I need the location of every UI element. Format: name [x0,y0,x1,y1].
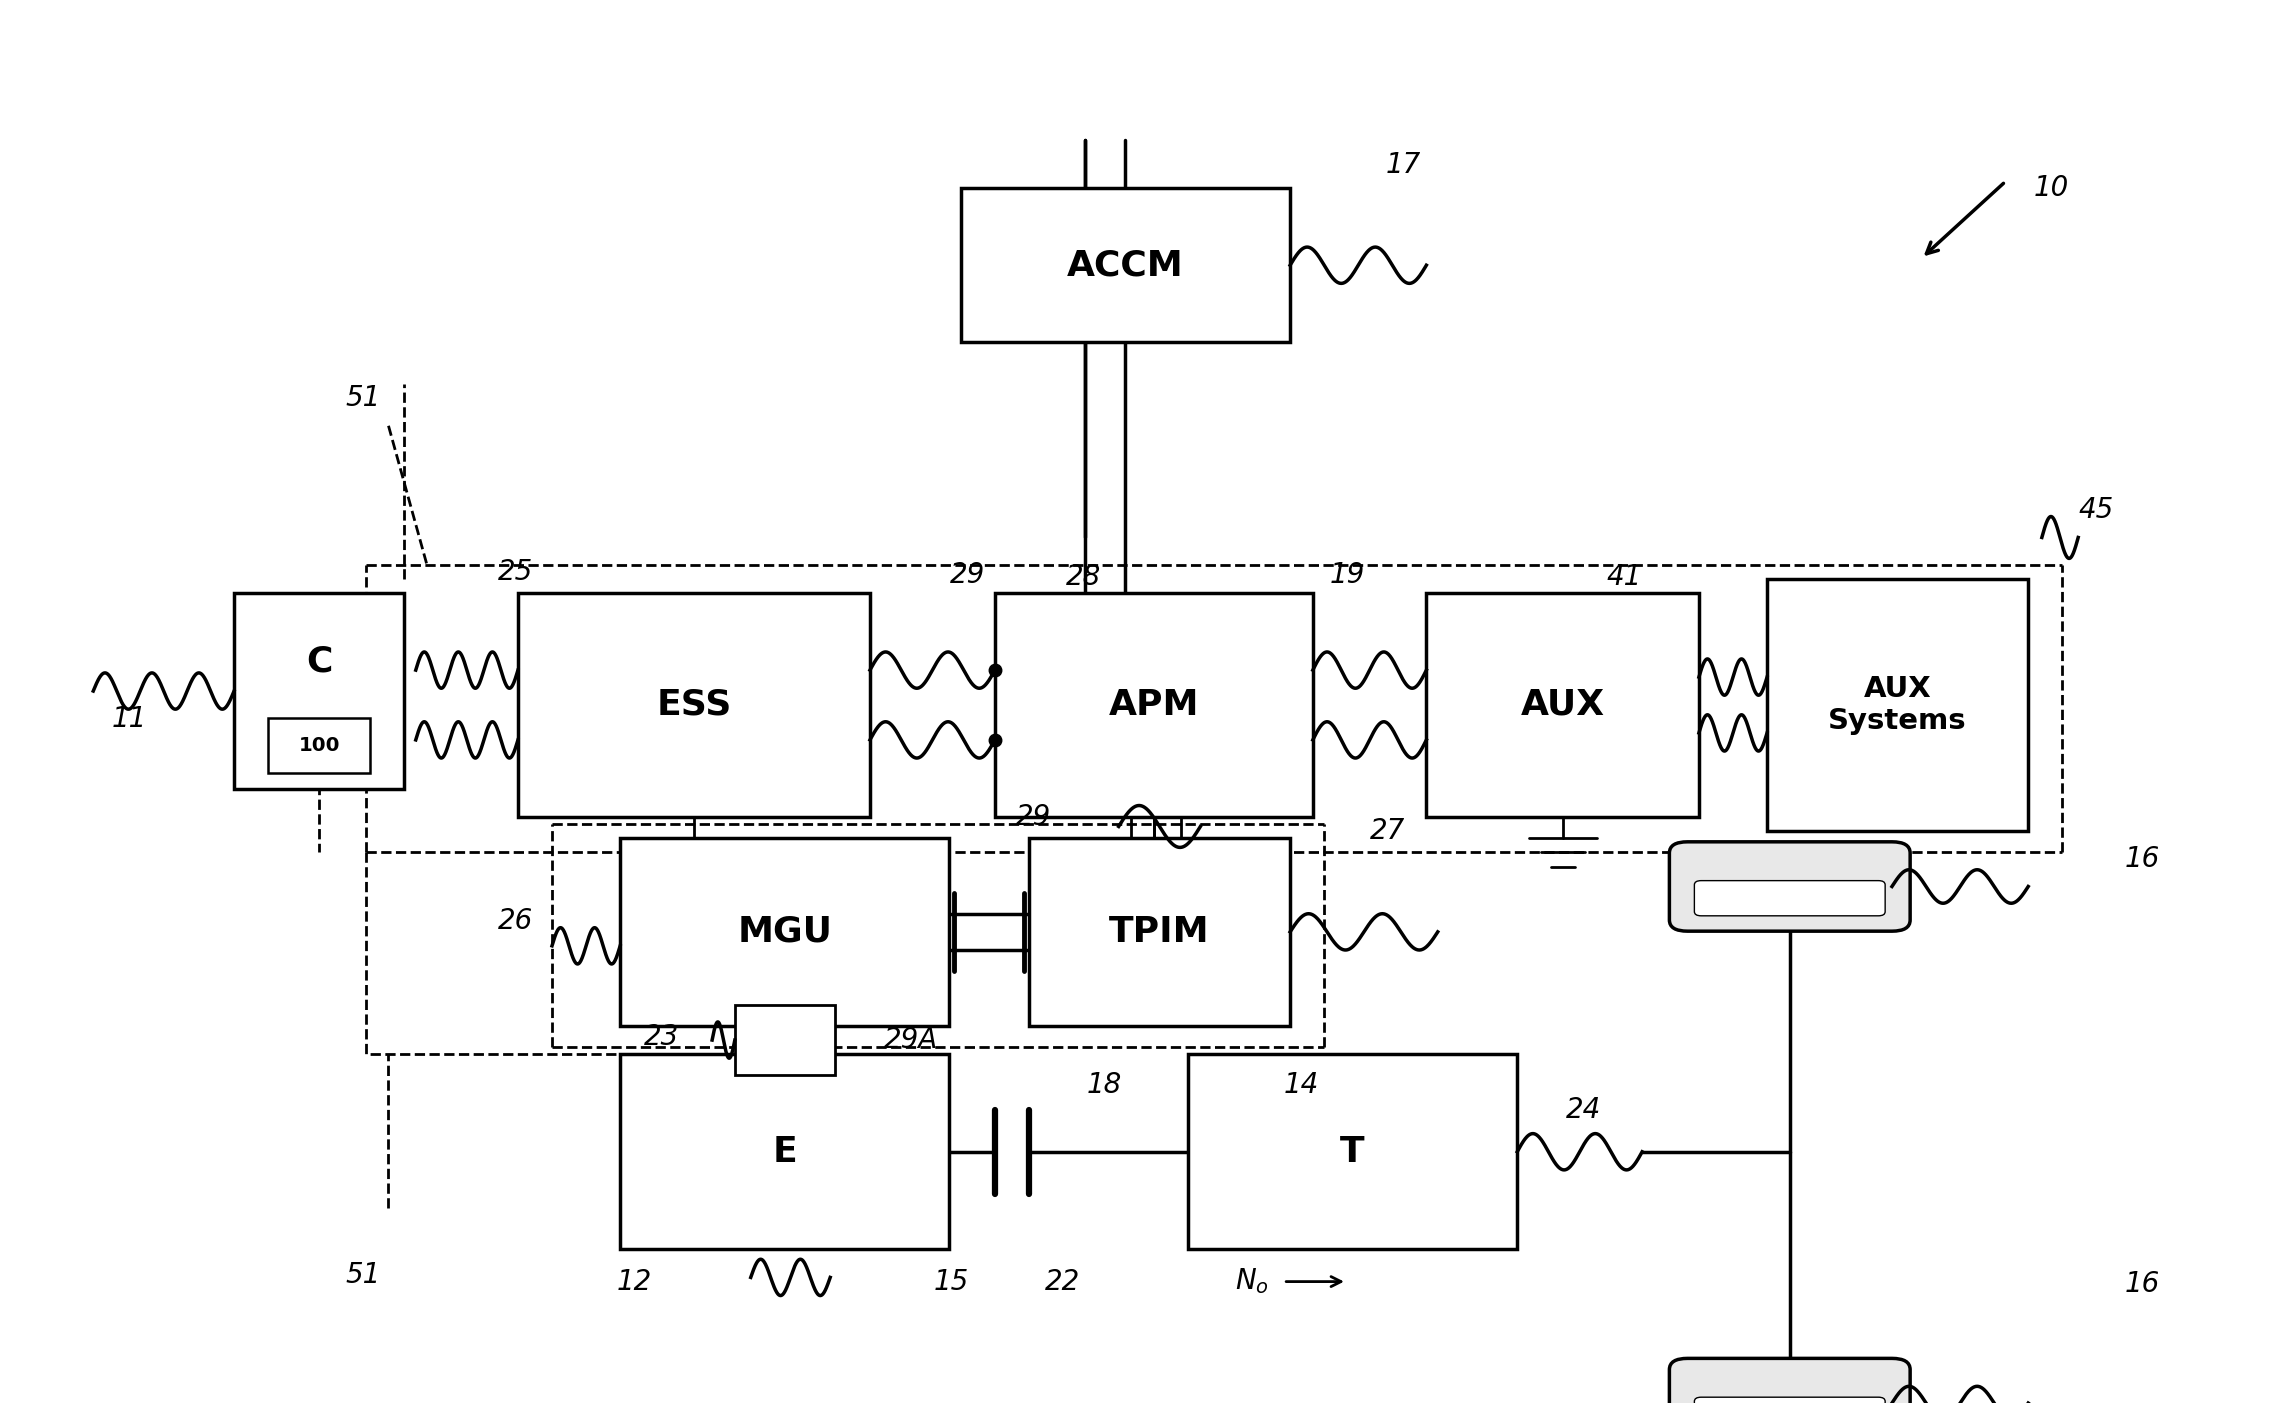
Text: 27: 27 [1371,816,1405,845]
Text: E: E [772,1135,797,1169]
Text: AUX
Systems: AUX Systems [1828,675,1967,735]
Bar [519,594,871,816]
Text: ESS: ESS [656,688,731,722]
Bar [267,719,370,773]
Text: 25: 25 [498,558,532,587]
Text: 14: 14 [1284,1070,1318,1098]
Text: 19: 19 [1330,561,1364,589]
Bar [994,594,1314,816]
Text: 24: 24 [1565,1096,1602,1124]
Text: $N_o$: $N_o$ [1234,1266,1268,1296]
Text: 12: 12 [617,1268,651,1296]
Text: T: T [1341,1135,1364,1169]
Bar [736,1005,834,1074]
Text: 16: 16 [2125,1270,2159,1299]
Text: 10: 10 [2034,175,2068,203]
FancyBboxPatch shape [1695,881,1885,916]
Text: ACCM: ACCM [1067,248,1184,282]
Bar [619,838,951,1026]
Text: 26: 26 [498,908,532,935]
Bar [1188,1055,1517,1249]
Text: 23: 23 [644,1024,679,1052]
Text: 11: 11 [112,705,146,733]
Text: 18: 18 [1085,1070,1122,1098]
Text: MGU: MGU [738,915,832,949]
Text: APM: APM [1108,688,1200,722]
FancyBboxPatch shape [1670,842,1910,931]
Bar [619,1055,951,1249]
Text: 51: 51 [345,384,382,412]
Text: 100: 100 [299,736,340,756]
Bar [1426,594,1700,816]
Text: 51: 51 [345,1261,382,1289]
Text: AUX: AUX [1520,688,1604,722]
FancyBboxPatch shape [1670,1358,1910,1410]
Bar [1766,580,2029,830]
Bar [960,189,1291,343]
Text: 15: 15 [935,1268,969,1296]
Text: 22: 22 [1044,1268,1081,1296]
Text: 29A: 29A [884,1026,937,1055]
Bar [233,594,404,788]
FancyBboxPatch shape [1695,1397,1885,1410]
Text: 28: 28 [1065,563,1101,591]
Text: 29: 29 [1017,802,1051,830]
Text: 29: 29 [951,561,985,589]
Bar [1028,838,1291,1026]
Text: 17: 17 [1387,151,1421,179]
Text: 45: 45 [2079,495,2114,523]
Text: TPIM: TPIM [1108,915,1209,949]
Text: 16: 16 [2125,845,2159,873]
Text: 41: 41 [1606,563,1641,591]
Text: C: C [306,644,331,678]
